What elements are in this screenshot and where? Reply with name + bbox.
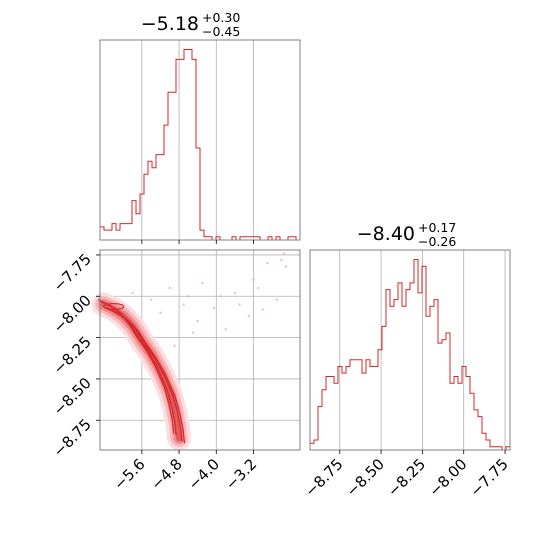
histogram-param1-step	[100, 49, 300, 241]
density-2d-contours	[91, 292, 192, 451]
density-2d-yticks: −8.75−8.50−8.25−8.00−7.75	[50, 250, 100, 461]
scatter-point	[149, 298, 153, 301]
scatter-point	[252, 278, 255, 281]
scatter-point	[233, 291, 237, 295]
scatter-point	[238, 303, 241, 306]
tick-label: −8.75	[301, 455, 346, 500]
title-param1-lower: −0.45	[202, 24, 240, 39]
density-2d-panel: −5.6−4.8−4.0−3.2 −8.75−8.50−8.25−8.00−7.…	[50, 249, 301, 494]
density-contour	[100, 300, 177, 436]
histogram-param1-ticks	[141, 240, 254, 244]
tick-label: −8.25	[384, 455, 429, 500]
tick-label: −3.2	[222, 455, 260, 493]
title-param2-value: −8.40	[357, 223, 415, 245]
tick-label: −8.50	[343, 455, 388, 500]
tick-label: −7.75	[50, 250, 95, 295]
density-2d-xticks: −5.6−4.8−4.0−3.2	[110, 450, 260, 494]
title-param2-lower: −0.26	[418, 234, 456, 249]
scatter-point	[219, 295, 223, 298]
tick-label: −8.75	[50, 415, 95, 460]
density-2d-scatter	[99, 252, 288, 445]
tick-label: −4.8	[147, 455, 185, 493]
histogram-param2-xticks: −8.75−8.50−8.25−8.00−7.75	[301, 450, 512, 500]
histogram-param2-panel: −8.75−8.50−8.25−8.00−7.75	[301, 249, 512, 500]
histogram-param1-frame	[99, 39, 301, 241]
density-contour	[103, 302, 125, 311]
tick-label: −4.0	[185, 455, 223, 493]
scatter-point	[182, 303, 185, 306]
scatter-point	[275, 298, 278, 301]
scatter-point	[131, 291, 134, 295]
scatter-point	[280, 258, 283, 262]
histogram-param2-frame	[309, 249, 511, 451]
density-2d-frame	[99, 249, 301, 451]
tick-label: −8.00	[50, 291, 95, 336]
histogram-param1-panel	[99, 39, 301, 244]
scatter-point	[256, 286, 260, 290]
scatter-point	[191, 331, 195, 334]
title-param1-upper: +0.30	[202, 10, 240, 25]
scatter-point	[159, 311, 162, 315]
histogram-param2-step	[310, 259, 510, 451]
scatter-point	[196, 319, 199, 323]
scatter-point	[168, 286, 171, 290]
scatter-point	[173, 344, 176, 348]
scatter-point	[282, 252, 285, 255]
tick-label: −8.25	[50, 333, 95, 378]
scatter-point	[261, 308, 264, 311]
title-param2-upper: +0.17	[418, 220, 456, 235]
scatter-point	[201, 281, 204, 285]
tick-label: −7.75	[467, 455, 512, 500]
scatter-point	[266, 262, 269, 265]
density-contour	[106, 307, 183, 442]
scatter-point	[224, 328, 227, 331]
tick-label: −8.00	[425, 455, 470, 500]
scatter-point	[247, 314, 251, 318]
title-param1: −5.18 +0.30 −0.45	[141, 10, 241, 39]
histogram-param1-grid	[141, 40, 254, 240]
density-2d-grid	[100, 250, 300, 450]
title-param1-value: −5.18	[141, 13, 199, 35]
scatter-point	[187, 295, 190, 298]
tick-label: −5.6	[110, 455, 148, 493]
scatter-point	[284, 265, 288, 268]
scatter-point	[212, 306, 216, 310]
tick-label: −8.50	[50, 374, 95, 419]
title-param2: −8.40 +0.17 −0.26	[357, 220, 457, 249]
